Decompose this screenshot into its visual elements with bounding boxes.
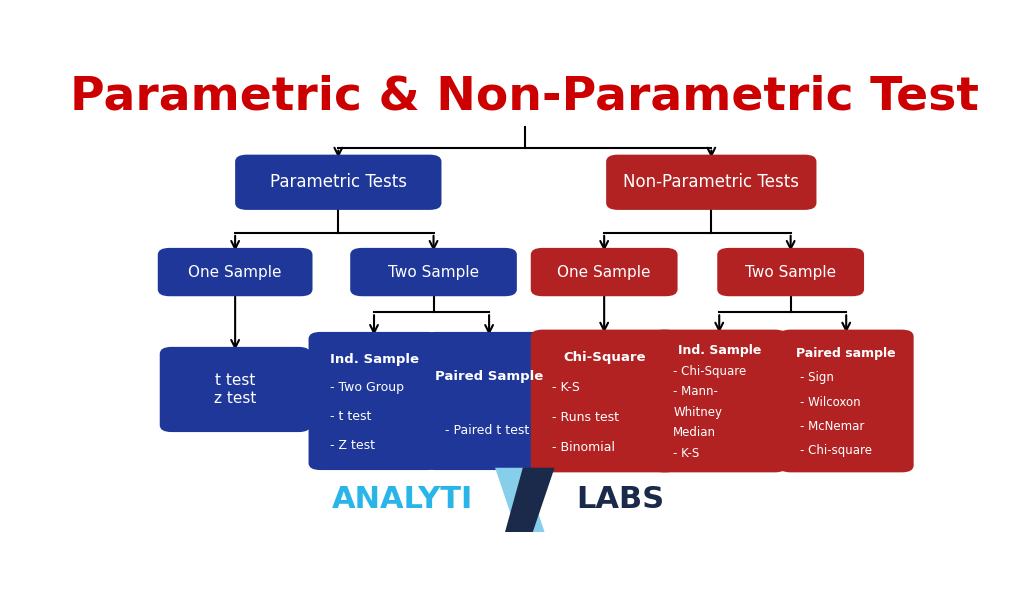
FancyBboxPatch shape — [160, 347, 310, 432]
Text: Paired sample: Paired sample — [797, 347, 896, 360]
FancyBboxPatch shape — [717, 248, 864, 296]
FancyBboxPatch shape — [236, 155, 441, 210]
FancyBboxPatch shape — [652, 329, 786, 472]
Text: - t test: - t test — [330, 410, 372, 423]
Text: Chi-Square: Chi-Square — [563, 351, 645, 364]
Text: Two Sample: Two Sample — [745, 264, 837, 279]
Text: LABS: LABS — [577, 486, 665, 514]
Text: One Sample: One Sample — [188, 264, 282, 279]
Text: - K-S: - K-S — [552, 381, 580, 394]
Text: ❯: ❯ — [508, 483, 542, 522]
Text: - Chi-Square: - Chi-Square — [673, 365, 746, 378]
Text: ❮: ❮ — [508, 478, 542, 518]
FancyBboxPatch shape — [308, 332, 439, 470]
Text: - Binomial: - Binomial — [552, 441, 615, 454]
Text: - McNemar: - McNemar — [800, 420, 864, 433]
FancyBboxPatch shape — [606, 155, 816, 210]
Text: Paired Sample: Paired Sample — [435, 370, 543, 383]
Text: - Runs test: - Runs test — [552, 411, 620, 424]
FancyBboxPatch shape — [530, 248, 678, 296]
Text: - Mann-: - Mann- — [673, 385, 718, 398]
Text: Median: Median — [673, 426, 716, 439]
Text: - Two Group: - Two Group — [330, 382, 404, 395]
Text: ANALYTI: ANALYTI — [332, 486, 473, 514]
Text: Non-Parametric Tests: Non-Parametric Tests — [624, 173, 800, 191]
Text: Parametric Tests: Parametric Tests — [269, 173, 407, 191]
Text: - K-S: - K-S — [673, 447, 699, 460]
Polygon shape — [505, 468, 555, 532]
FancyBboxPatch shape — [350, 248, 517, 296]
Text: One Sample: One Sample — [557, 264, 651, 279]
Text: - Paired t test: - Paired t test — [445, 424, 529, 437]
Text: Ind. Sample: Ind. Sample — [678, 344, 761, 358]
Text: Whitney: Whitney — [673, 406, 722, 419]
Text: Parametric & Non-Parametric Test: Parametric & Non-Parametric Test — [71, 75, 979, 120]
FancyBboxPatch shape — [778, 329, 913, 472]
Text: t test
z test: t test z test — [214, 373, 256, 405]
Text: Two Sample: Two Sample — [388, 264, 479, 279]
FancyBboxPatch shape — [158, 248, 312, 296]
Text: Ind. Sample: Ind. Sample — [330, 353, 419, 365]
Text: - Wilcoxon: - Wilcoxon — [800, 396, 861, 408]
FancyBboxPatch shape — [530, 329, 678, 472]
Text: - Chi-square: - Chi-square — [800, 444, 872, 457]
Text: - Sign: - Sign — [800, 371, 835, 385]
Polygon shape — [495, 468, 545, 532]
FancyBboxPatch shape — [424, 332, 555, 470]
Text: - Z test: - Z test — [330, 440, 375, 452]
